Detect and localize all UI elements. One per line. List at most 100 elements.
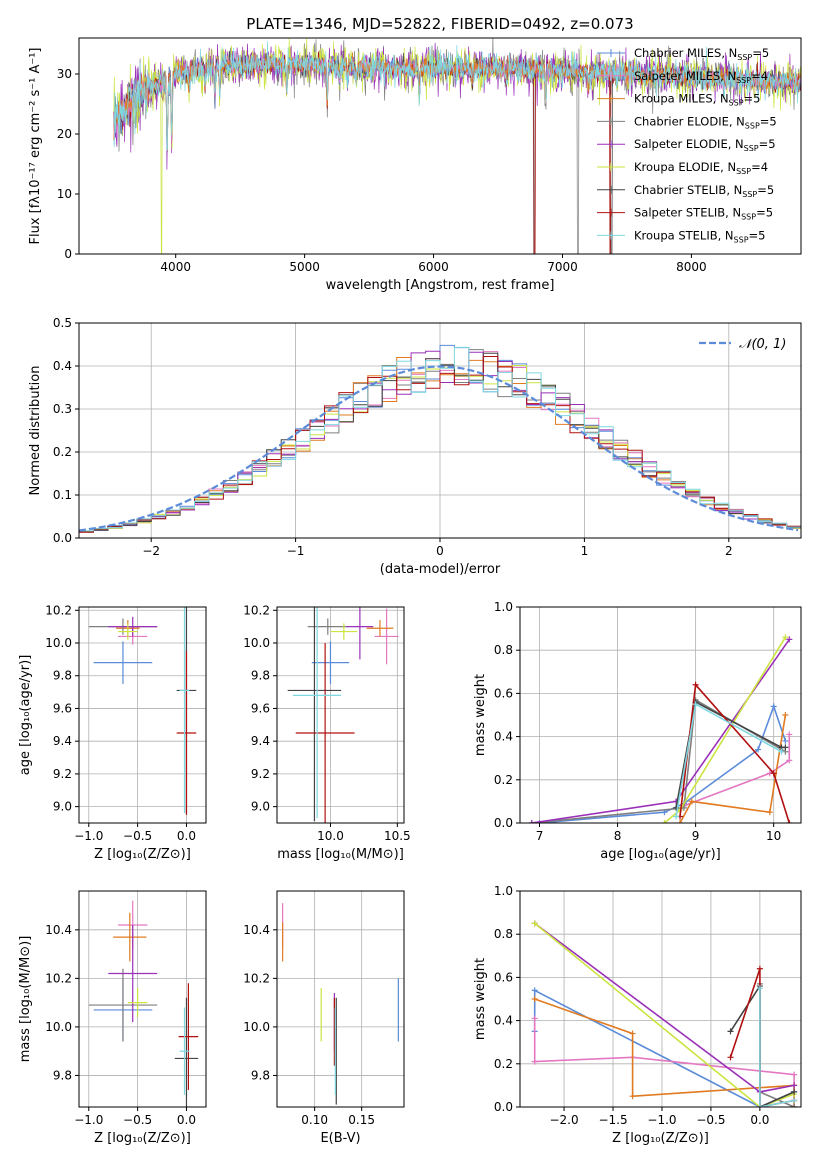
axes-frame [276, 890, 405, 1108]
x-tick-label: −1.0 [74, 829, 103, 843]
axes-frame [519, 890, 802, 1108]
weight-marker-salpeter_elodie [786, 636, 793, 643]
weight-marker-salpeter_stelib [756, 965, 763, 972]
panel-spectrum: 4000 5000 6000 7000 8000 0 10 20 30 wavelength [A… [28, 15, 802, 293]
x-tick-label: 0 [436, 544, 444, 558]
legend-tail: =5 [752, 46, 769, 60]
y-tick-label: 0.5 [53, 316, 72, 330]
y-tick-label: 9.8 [251, 669, 270, 683]
weight-marker-chabrier_elodie [791, 1104, 798, 1107]
y-tick-label: 9.8 [53, 1068, 72, 1082]
panel-weight-vs-age: 7 8 9 10 0.0 0.2 0.4 0.6 0.8 1.0 age [log₁₀(age/yr… [473, 600, 802, 862]
spectrum-line-kroupa_stelib [113, 41, 801, 152]
weight-marker-kroupa_miles [688, 798, 695, 805]
weight-marker-salpeter_stelib [770, 770, 777, 777]
legend-sub: SSP [742, 190, 757, 199]
legend-entry: Chabrier ELODIE, NSSP=5 [634, 114, 777, 130]
legend-sub: SSP [736, 167, 751, 176]
x-tick-label: 6000 [418, 260, 449, 274]
legend-tail: =5 [749, 228, 766, 242]
y-tick-label: 10.4 [243, 923, 270, 937]
plot-area-mass-vs-Z [79, 891, 206, 1107]
x-axis-label: Z [log₁₀(Z/Z⊙)] [612, 1131, 709, 1146]
legend-entry: Salpeter MILES, NSSP=4 [634, 69, 768, 85]
y-tick-label: 9.2 [53, 767, 72, 781]
plot-area-age-vs-mass [277, 607, 404, 823]
y-tick-label: 1.0 [494, 884, 513, 898]
y-tick-label: 10.0 [45, 636, 72, 650]
x-axis-label: Z [log₁₀(Z/Z⊙)] [94, 847, 191, 862]
axes-frame [78, 606, 207, 824]
legend-sub: SSP [745, 121, 760, 130]
legend-entry: Kroupa STELIB, NSSP=5 [634, 228, 765, 244]
weight-marker-kroupa_elodie [782, 634, 789, 641]
y-axis-label: age [log₁₀(age/yr)] [18, 655, 33, 776]
x-axis-label: (data-model)/error [380, 562, 501, 577]
weight-marker-salpeter_stelib [727, 1054, 734, 1061]
plot-area-weight-vs-age [520, 607, 801, 823]
weight-marker-salpeter_stelib [692, 681, 699, 688]
weight-marker-salpeter_miles [531, 1015, 538, 1022]
weight-line-kroupa_stelib [759, 988, 795, 1107]
panel-residuals: −2 −1 0 1 2 0.0 0.1 0.2 0.3 0.4 0.5 (data-model)/er… [28, 316, 802, 577]
weight-marker-kroupa_miles [629, 1093, 636, 1100]
axes-frame [519, 606, 802, 824]
panel-age-vs-mass: 10.0 10.5 9.0 9.2 9.4 9.6 9.8 10.0 10.2 mass [log… [243, 603, 411, 862]
y-tick-label: 0.2 [494, 773, 513, 787]
weight-line-salpeter_miles [683, 734, 791, 807]
weight-marker-kroupa_elodie [661, 820, 668, 823]
legend-label: Chabrier STELIB, N [634, 183, 742, 197]
y-tick-label: 0.1 [53, 488, 72, 502]
legend-tail: =5 [757, 183, 774, 197]
y-tick-label: 10.0 [45, 1020, 72, 1034]
weight-marker-kroupa_stelib [778, 748, 785, 755]
x-tick-label: 10.5 [384, 829, 411, 843]
x-tick-label: −1.5 [598, 1113, 627, 1127]
weight-marker-salpeter_stelib [786, 820, 793, 823]
weight-line-chabrier_miles [539, 703, 787, 823]
legend: 𝒩(0, 1) [699, 337, 786, 352]
y-tick-label: 10.0 [243, 1020, 270, 1034]
x-tick-label: 9 [692, 829, 700, 843]
x-tick-label: −1.0 [74, 1113, 103, 1127]
plot-area-spectrum [113, 38, 801, 254]
legend-sub: SSP [736, 76, 751, 85]
axes-frame [78, 890, 207, 1108]
y-tick-label: 9.6 [53, 701, 72, 715]
weight-marker-kroupa_stelib [692, 701, 699, 708]
x-tick-label: 0.0 [177, 829, 196, 843]
legend-label: Salpeter ELODIE, N [634, 137, 744, 151]
legend-label: Chabrier MILES, N [634, 46, 737, 60]
weight-marker-salpeter_miles [786, 731, 793, 738]
weight-marker-chabrier_stelib [727, 1028, 734, 1035]
y-tick-label: 0.0 [53, 531, 72, 545]
x-tick-label: 0.15 [348, 1113, 375, 1127]
y-tick-label: 10.0 [243, 636, 270, 650]
x-tick-label: −1.0 [647, 1113, 676, 1127]
y-tick-label: 0.0 [494, 1100, 513, 1114]
legend-label: Chabrier ELODIE, N [634, 114, 745, 128]
legend-tail: =5 [756, 206, 773, 220]
y-tick-label: 10.2 [243, 971, 270, 985]
weight-marker-chabrier_stelib [782, 744, 789, 751]
x-tick-label: −0.5 [123, 829, 152, 843]
weight-marker-salpeter_elodie [528, 820, 535, 823]
panel-age-vs-Z: −1.0 −0.5 0.0 9.0 9.2 9.4 9.6 9.8 10.0 10.2 Z [log… [18, 603, 207, 862]
x-tick-label: 2 [725, 544, 733, 558]
y-tick-label: 9.0 [53, 800, 72, 814]
weight-line-kroupa_miles [534, 998, 795, 1107]
y-tick-label: 9.4 [251, 734, 270, 748]
panel-weight-vs-Z: −2.0 −1.5 −1.0 −0.5 0.0 0.0 0.2 0.4 0.6 0.8 1.0 Z [… [473, 884, 802, 1146]
axes-frame [78, 37, 802, 255]
legend-label: Kroupa ELODIE, N [634, 160, 736, 174]
x-axis-label: E(B-V) [320, 1131, 360, 1146]
legend-tail: =4 [751, 69, 768, 83]
y-tick-label: 20 [57, 127, 72, 141]
axes-frame [276, 606, 405, 824]
legend-tail: =5 [759, 137, 776, 151]
legend-sub: SSP [744, 144, 759, 153]
legend-tail: =5 [760, 114, 777, 128]
weight-marker-kroupa_stelib [673, 813, 680, 820]
x-axis-label: age [log₁₀(age/yr)] [600, 847, 721, 862]
